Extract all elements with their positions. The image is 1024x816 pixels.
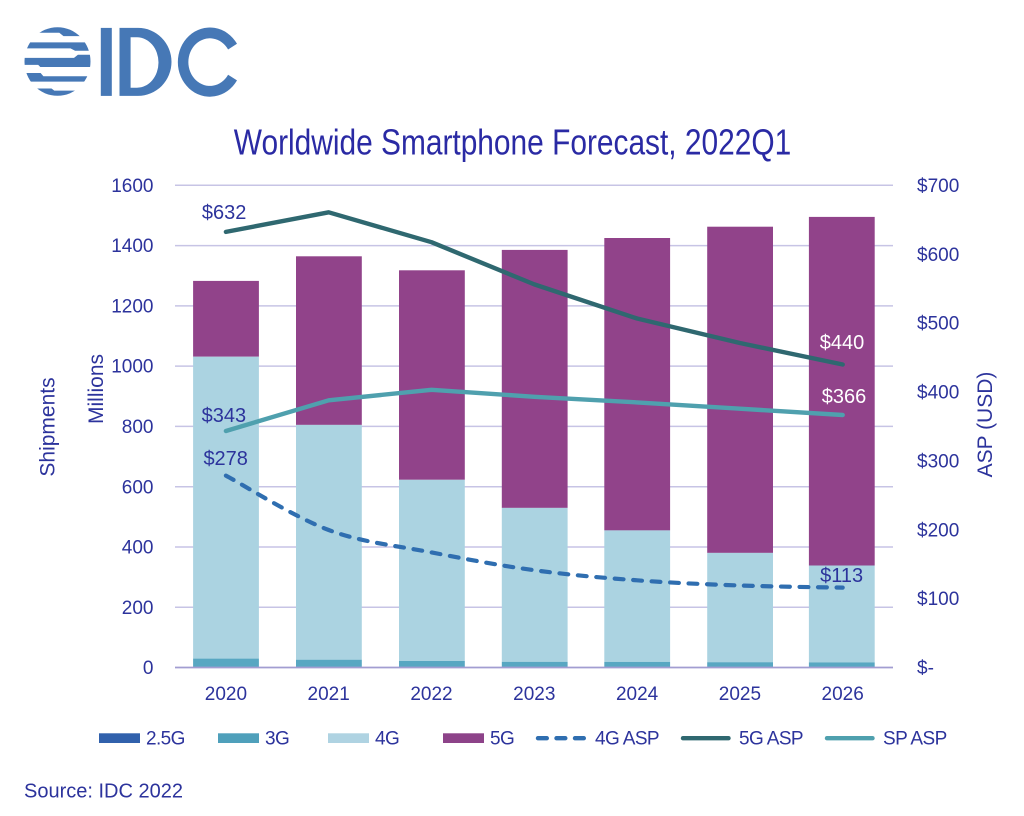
svg-text:$-: $- [917,658,934,679]
svg-text:200: 200 [122,598,154,619]
svg-text:$400: $400 [917,383,959,404]
svg-text:400: 400 [122,538,154,559]
svg-text:1200: 1200 [111,297,153,318]
svg-text:$113: $113 [820,565,863,587]
svg-text:Millions: Millions [85,354,108,424]
svg-text:$300: $300 [917,451,959,472]
svg-text:Shipments: Shipments [37,377,60,476]
svg-text:$500: $500 [917,314,959,335]
svg-text:2022: 2022 [410,684,452,705]
svg-text:SP ASP: SP ASP [883,729,947,750]
svg-text:1000: 1000 [111,357,153,378]
svg-text:$440: $440 [820,332,865,354]
svg-text:$278: $278 [203,448,248,470]
svg-text:800: 800 [122,417,154,438]
svg-text:5G ASP: 5G ASP [739,729,803,750]
svg-text:5G: 5G [490,729,514,750]
svg-text:2023: 2023 [513,684,555,705]
svg-text:1600: 1600 [111,176,153,197]
svg-text:2020: 2020 [205,684,247,705]
svg-text:$632: $632 [202,202,247,224]
svg-text:$366: $366 [822,386,867,408]
svg-text:Source: IDC 2022: Source: IDC 2022 [24,781,183,803]
svg-text:600: 600 [122,477,154,498]
svg-text:Worldwide Smartphone Forecast,: Worldwide Smartphone Forecast, 2022Q1 [234,123,791,163]
svg-text:ASP (USD): ASP (USD) [974,372,997,478]
svg-text:$200: $200 [917,520,959,541]
svg-text:0: 0 [143,658,154,679]
svg-text:2026: 2026 [822,684,864,705]
svg-text:2021: 2021 [308,684,350,705]
svg-text:$600: $600 [917,245,959,266]
svg-text:2025: 2025 [719,684,761,705]
svg-text:4G ASP: 4G ASP [595,729,659,750]
svg-text:$100: $100 [917,589,959,610]
svg-text:$700: $700 [917,176,959,197]
svg-text:3G: 3G [265,729,289,750]
svg-text:2.5G: 2.5G [146,729,185,750]
svg-text:2024: 2024 [616,684,659,705]
svg-text:1400: 1400 [111,236,153,257]
svg-text:$343: $343 [202,405,247,427]
svg-text:4G: 4G [375,729,399,750]
